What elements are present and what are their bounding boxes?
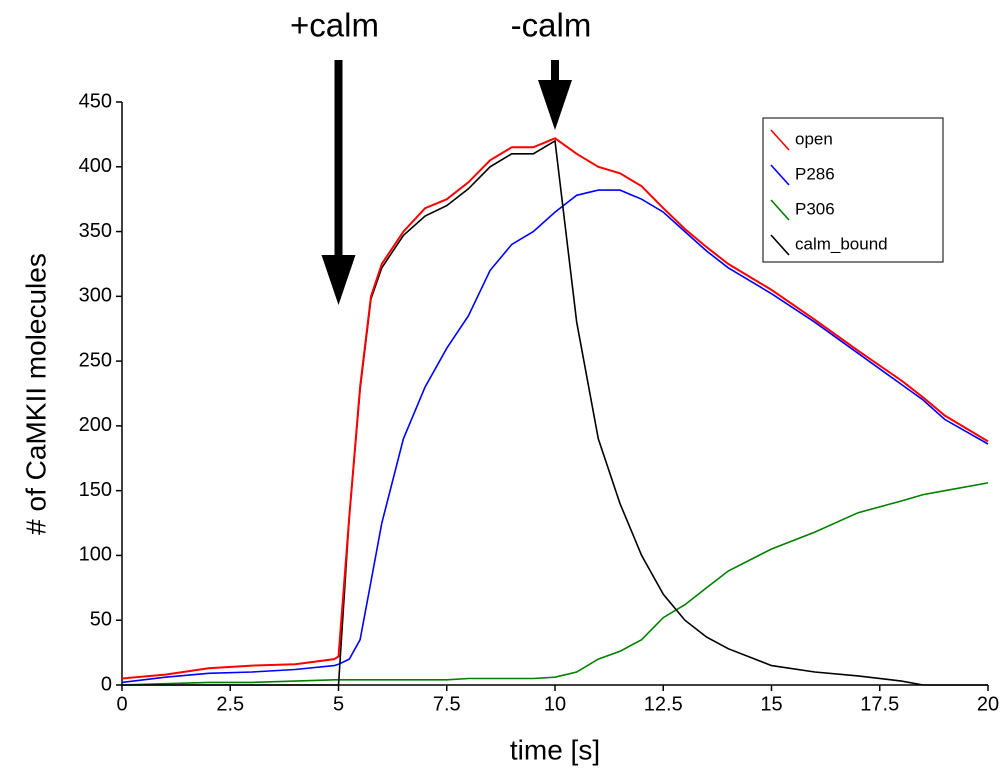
x-tick-label: 10 (544, 693, 566, 715)
x-tick-label: 20 (977, 693, 999, 715)
annotation-arrow-head (321, 255, 356, 305)
legend-box (762, 117, 944, 263)
annotation-arrow-head (538, 80, 572, 130)
series-line (121, 189, 989, 684)
legend-swatch (770, 164, 790, 186)
y-tick-label: 200 (79, 414, 112, 436)
x-axis-label: time [s] (510, 734, 600, 765)
legend-swatch (770, 129, 790, 151)
annotation-text: -calm (511, 7, 592, 44)
x-tick-label: 5 (333, 693, 344, 715)
x-tick-label: 2.5 (216, 693, 244, 715)
x-tick-label: 17.5 (860, 693, 899, 715)
y-tick-label: 350 (79, 220, 112, 242)
legend-label: calm_bound (795, 234, 888, 253)
y-tick-label: 450 (79, 90, 112, 112)
series-line (121, 137, 989, 680)
x-tick-label: 0 (116, 693, 127, 715)
legend-swatch (770, 199, 790, 221)
y-tick-label: 0 (101, 673, 112, 695)
y-tick-label: 400 (79, 155, 112, 177)
y-tick-label: 300 (79, 285, 112, 307)
series-line (121, 482, 989, 686)
y-axis-label: # of CaMKII molecules (20, 253, 51, 535)
legend-swatch (770, 234, 790, 256)
x-tick-label: 15 (760, 693, 782, 715)
x-tick-label: 7.5 (433, 693, 461, 715)
y-tick-label: 50 (90, 609, 112, 631)
annotation-text: +calm (290, 7, 379, 44)
y-tick-label: 250 (79, 349, 112, 371)
legend-label: P286 (795, 164, 835, 183)
legend-label: P306 (795, 199, 835, 218)
series-line (122, 139, 988, 686)
legend-label: open (795, 129, 833, 148)
x-tick-label: 12.5 (644, 693, 683, 715)
y-tick-label: 150 (79, 479, 112, 501)
y-tick-label: 100 (79, 544, 112, 566)
